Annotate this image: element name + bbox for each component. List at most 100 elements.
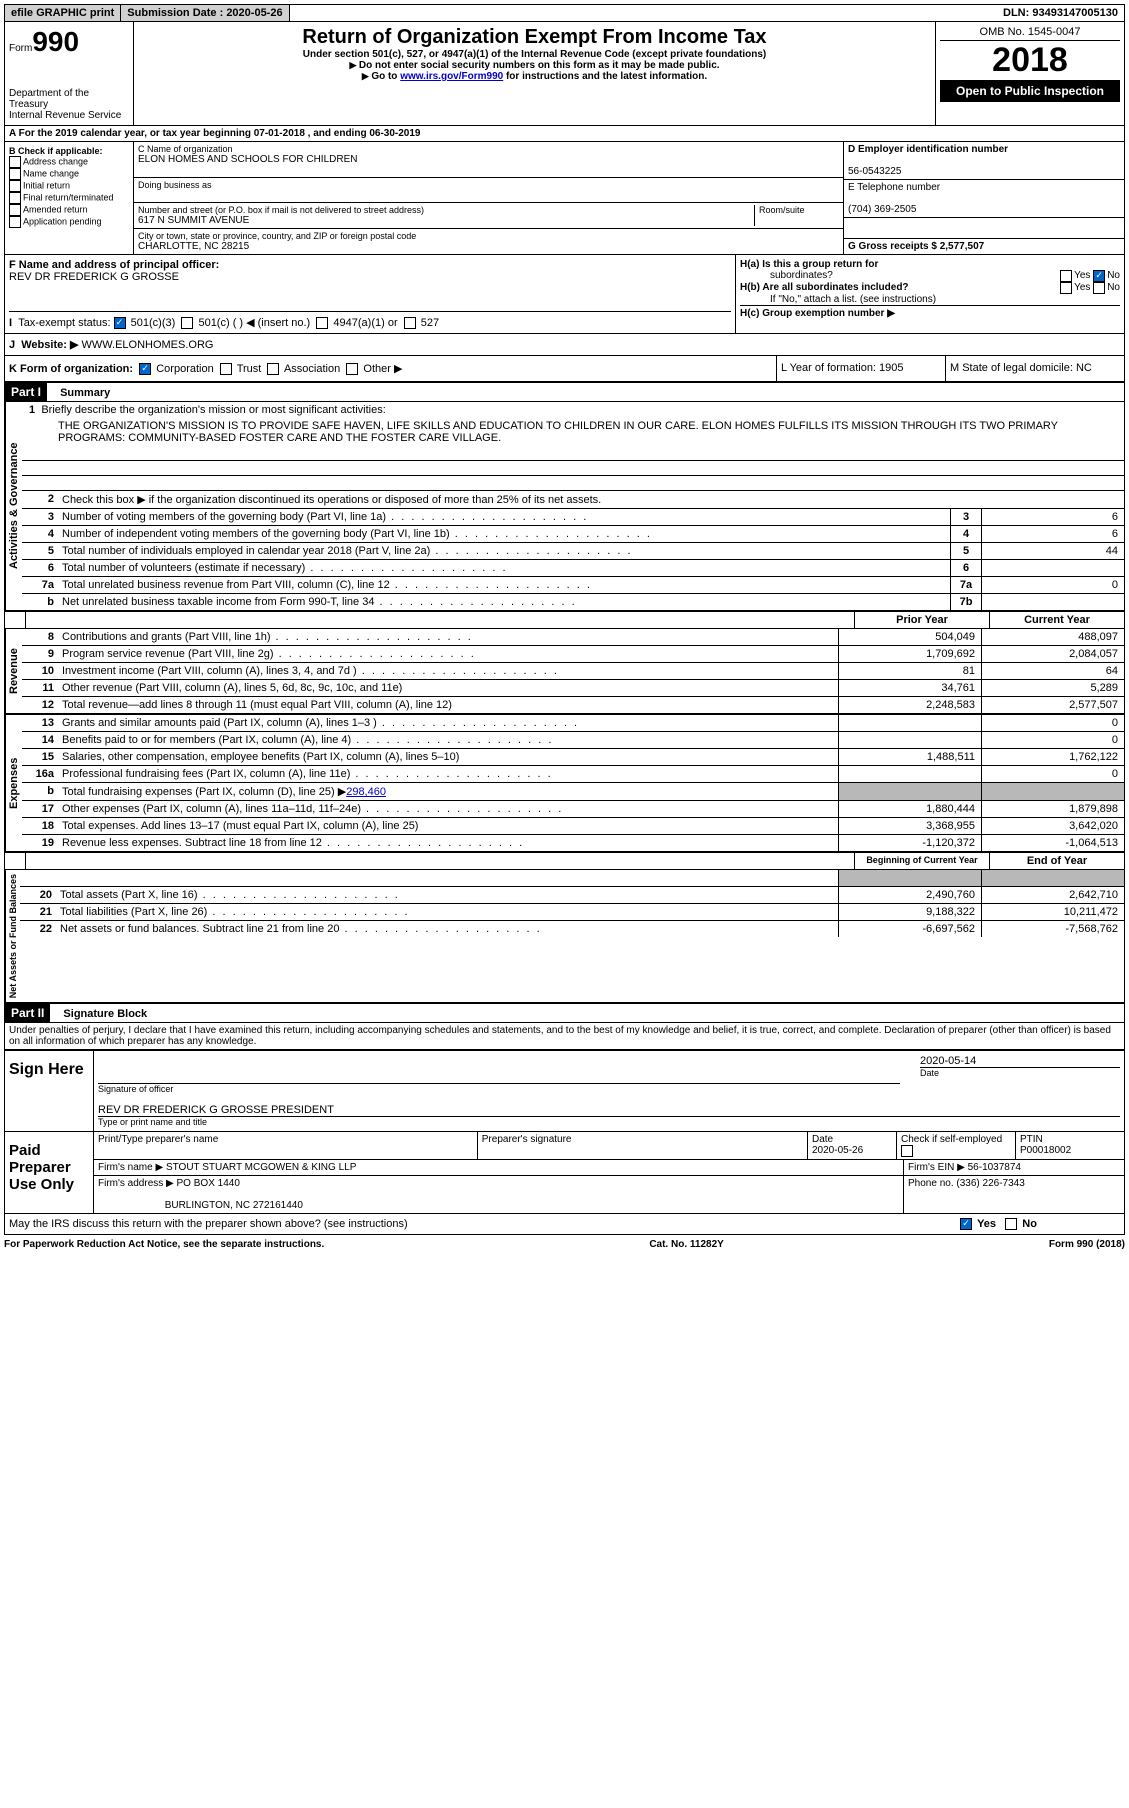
- year-formation: L Year of formation: 1905: [776, 356, 945, 381]
- sign-block: Sign Here Signature of officer 2020-05-1…: [4, 1049, 1125, 1132]
- corp-checkbox[interactable]: [139, 363, 151, 375]
- line11-cy: 5,289: [981, 680, 1124, 696]
- website-row: J Website: ▶ WWW.ELONHOMES.ORG: [4, 334, 1125, 356]
- line14-text: Benefits paid to or for members (Part IX…: [62, 734, 351, 746]
- submission-date-btn[interactable]: Submission Date : 2020-05-26: [121, 5, 289, 21]
- officer-group-block: F Name and address of principal officer:…: [4, 255, 1125, 334]
- app-pending-label: Application pending: [23, 216, 102, 226]
- goto-prefix: Go to: [362, 71, 400, 82]
- part2-header: Part II: [5, 1004, 50, 1022]
- ha-label: H(a) Is this a group return for: [740, 259, 878, 270]
- 4947-checkbox[interactable]: [316, 317, 328, 329]
- line9-py: 1,709,692: [838, 646, 981, 662]
- 527-label: 527: [421, 317, 439, 329]
- hc-label: H(c) Group exemption number ▶: [740, 308, 895, 319]
- line3-text: Number of voting members of the governin…: [62, 511, 386, 523]
- ptin-value: P00018002: [1020, 1145, 1071, 1156]
- klm-row: K Form of organization: Corporation Trus…: [4, 356, 1125, 383]
- city-state-zip: CHARLOTTE, NC 28215: [138, 241, 839, 252]
- mission-text: THE ORGANIZATION'S MISSION IS TO PROVIDE…: [22, 418, 1124, 446]
- line11-py: 34,761: [838, 680, 981, 696]
- 501c-checkbox[interactable]: [181, 317, 193, 329]
- form-org-label: K Form of organization:: [9, 363, 133, 375]
- netassets-label: Net Assets or Fund Balances: [5, 870, 20, 1002]
- firm-name-label: Firm's name ▶: [98, 1162, 163, 1173]
- 501c3-checkbox[interactable]: [114, 317, 126, 329]
- line16b-cy-shaded: [981, 783, 1124, 800]
- street-label: Number and street (or P.O. box if mail i…: [138, 205, 754, 215]
- line8-py: 504,049: [838, 629, 981, 645]
- ein-label: D Employer identification number: [848, 144, 1008, 155]
- sig-date-label: Date: [920, 1067, 1120, 1078]
- line18-text: Total expenses. Add lines 13–17 (must eq…: [62, 820, 418, 832]
- line3-val: 6: [981, 509, 1124, 525]
- line16b-link[interactable]: 298,460: [346, 786, 386, 798]
- hb-yes-checkbox[interactable]: [1060, 282, 1072, 294]
- sig-date: 2020-05-14: [920, 1055, 1120, 1067]
- phone-value: (704) 369-2505: [848, 204, 916, 215]
- part1-title: Summary: [50, 387, 110, 399]
- discuss-no-checkbox[interactable]: [1005, 1218, 1017, 1230]
- footer-right: Form 990 (2018): [1049, 1239, 1125, 1250]
- box-b-title: B Check if applicable:: [9, 146, 103, 156]
- line16a-py: [838, 766, 981, 782]
- self-employed-label: Check if self-employed: [901, 1134, 1002, 1145]
- irs-link[interactable]: www.irs.gov/Form990: [400, 71, 503, 82]
- line15-py: 1,488,511: [838, 749, 981, 765]
- initial-return-checkbox[interactable]: [9, 180, 21, 192]
- amended-checkbox[interactable]: [9, 204, 21, 216]
- 501c3-label: 501(c)(3): [131, 317, 176, 329]
- line20-text: Total assets (Part X, line 16): [60, 889, 198, 901]
- app-pending-checkbox[interactable]: [9, 216, 21, 228]
- officer-label: F Name and address of principal officer:: [9, 259, 219, 271]
- final-return-checkbox[interactable]: [9, 192, 21, 204]
- line8-cy: 488,097: [981, 629, 1124, 645]
- activities-label: Activities & Governance: [5, 402, 22, 610]
- declaration-text: Under penalties of perjury, I declare th…: [4, 1023, 1125, 1049]
- line13-text: Grants and similar amounts paid (Part IX…: [62, 717, 377, 729]
- trust-label: Trust: [237, 363, 262, 375]
- form-header: Form990 Department of the Treasury Inter…: [4, 22, 1125, 126]
- amended-label: Amended return: [23, 204, 88, 214]
- firm-phone-label: Phone no.: [908, 1178, 954, 1189]
- discuss-yes-checkbox[interactable]: [960, 1218, 972, 1230]
- assoc-checkbox[interactable]: [267, 363, 279, 375]
- line13-py: [838, 715, 981, 731]
- trust-checkbox[interactable]: [220, 363, 232, 375]
- line18-cy: 3,642,020: [981, 818, 1124, 834]
- line10-cy: 64: [981, 663, 1124, 679]
- line9-cy: 2,084,057: [981, 646, 1124, 662]
- revenue-label: Revenue: [5, 629, 22, 713]
- line16b-text: Total fundraising expenses (Part IX, col…: [62, 786, 346, 798]
- discuss-row: May the IRS discuss this return with the…: [4, 1214, 1125, 1235]
- footer-mid: Cat. No. 11282Y: [649, 1239, 723, 1250]
- page-footer: For Paperwork Reduction Act Notice, see …: [4, 1235, 1125, 1254]
- tax-exempt-label: Tax-exempt status:: [18, 317, 110, 329]
- 527-checkbox[interactable]: [404, 317, 416, 329]
- discuss-no-label: No: [1022, 1218, 1037, 1230]
- line19-text: Revenue less expenses. Subtract line 18 …: [62, 837, 322, 849]
- other-checkbox[interactable]: [346, 363, 358, 375]
- line13-cy: 0: [981, 715, 1124, 731]
- hb-no-checkbox[interactable]: [1093, 282, 1105, 294]
- subtitle-1: Under section 501(c), 527, or 4947(a)(1)…: [138, 49, 931, 60]
- line20-cy: 2,642,710: [981, 887, 1124, 903]
- ha-no-checkbox[interactable]: [1093, 270, 1105, 282]
- prep-date-label: Date: [812, 1134, 833, 1145]
- line8-text: Contributions and grants (Part VIII, lin…: [62, 631, 271, 643]
- name-change-checkbox[interactable]: [9, 168, 21, 180]
- prep-date: 2020-05-26: [812, 1145, 863, 1156]
- line16a-text: Professional fundraising fees (Part IX, …: [62, 768, 350, 780]
- expenses-label: Expenses: [5, 715, 22, 851]
- ha-yes-checkbox[interactable]: [1060, 270, 1072, 282]
- tax-period: A For the 2019 calendar year, or tax yea…: [4, 126, 1125, 142]
- org-name-label: C Name of organization: [138, 144, 839, 154]
- room-suite-label: Room/suite: [754, 205, 839, 226]
- self-employed-checkbox[interactable]: [901, 1145, 913, 1157]
- addr-change-checkbox[interactable]: [9, 156, 21, 168]
- paid-preparer-label: Paid Preparer Use Only: [5, 1132, 94, 1213]
- hb-label: H(b) Are all subordinates included?: [740, 282, 909, 293]
- line19-cy: -1,064,513: [981, 835, 1124, 851]
- efile-graphic-btn[interactable]: efile GRAPHIC print: [5, 5, 121, 21]
- line15-text: Salaries, other compensation, employee b…: [62, 751, 459, 763]
